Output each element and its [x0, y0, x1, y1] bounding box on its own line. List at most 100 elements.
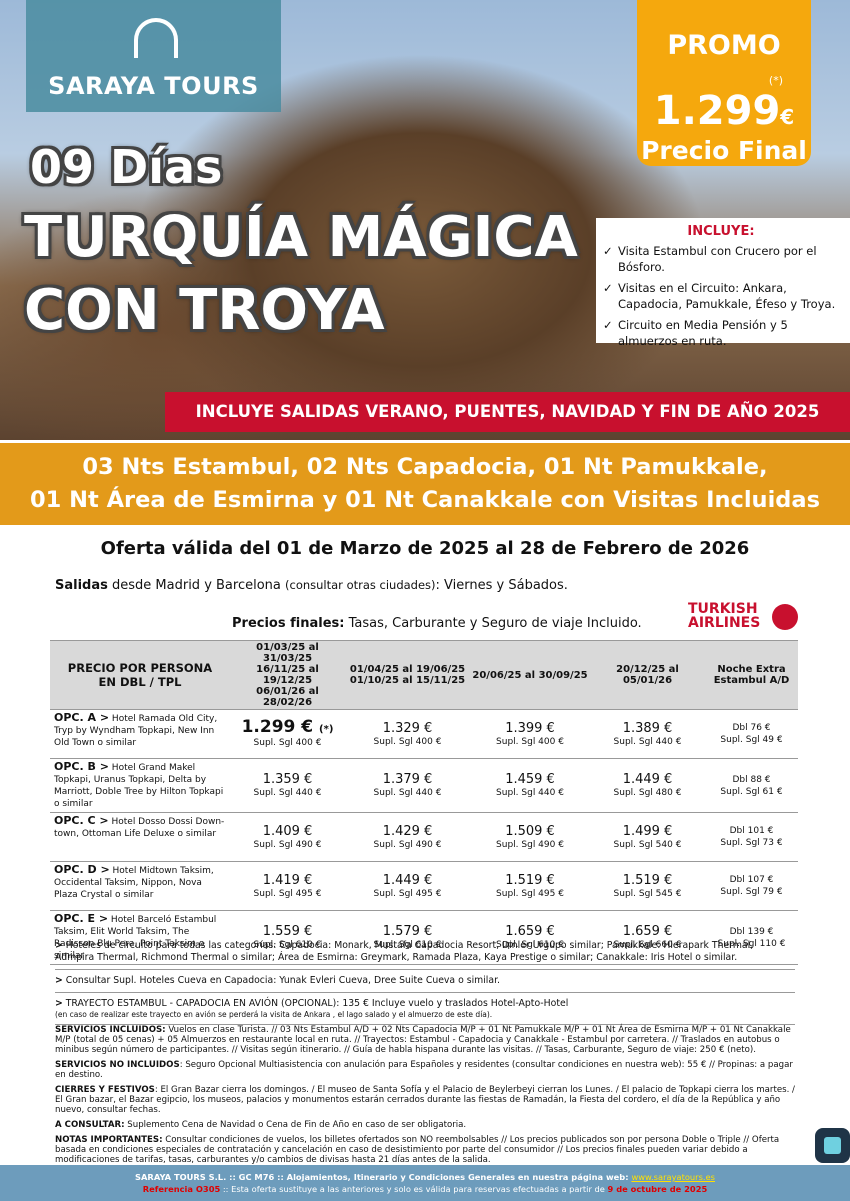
price-value: Dbl 107 € — [729, 875, 774, 885]
price-value: 1.519 € — [505, 872, 555, 888]
price-value: Dbl 139 € — [729, 926, 774, 937]
fine-print-text: Vuelos en clase Turista. // 03 Nts Estam… — [55, 1025, 791, 1055]
header-text: Noche Extra — [717, 664, 786, 675]
price-table: PRECIO POR PERSONA EN DBL / TPL 01/03/25 a… — [50, 640, 798, 965]
option-label: OPC. D > — [54, 863, 110, 876]
single-supplement: Supl. Sgl 610 € — [253, 940, 322, 950]
hotel-cell: OPC. C > Hotel Dosso Dossi Down-town, Ot… — [50, 812, 230, 862]
airline-emblem — [772, 604, 798, 630]
price-value: 1.359 € — [262, 772, 313, 787]
price-cell: 1.409 € Supl. Sgl 490 € — [230, 812, 345, 862]
single-supplement: Supl. Sgl 495 € — [496, 888, 564, 899]
price: 1.659 € — [471, 924, 589, 939]
fine-print-item: SERVICIOS NO INCLUIDOS: Seguro Opcional … — [55, 1060, 797, 1080]
promo-price: 1.299 — [653, 88, 781, 134]
single-supplement: Supl. Sgl 480 € — [613, 788, 682, 798]
price: 1.449 € — [591, 772, 704, 787]
fine-print-text: : Seguro Opcional Multiasistencia con an… — [55, 1060, 793, 1080]
price-cell: 1.509 € Supl. Sgl 490 € — [470, 812, 590, 862]
price-value: 1.519 € — [622, 872, 673, 888]
price-cell: Dbl 107 € Supl. Sgl 79 € — [705, 861, 798, 911]
table-row: OPC. C > Hotel Dosso Dossi Down-town, Ot… — [50, 812, 798, 862]
itinerary-line: 01 Nt Área de Esmirna y 01 Nt Canakkale … — [30, 487, 820, 513]
price-value: 1.449 € — [382, 872, 433, 888]
include-item: Circuito en Media Pensión y 5 almuerzos … — [600, 317, 842, 349]
table-row: OPC. E > Hotel Barceló Estambul Taksim, … — [50, 910, 798, 965]
include-item: Visitas en el Circuito: Ankara, Capadoci… — [600, 280, 842, 312]
header-cell: 20/12/25 al 05/01/26 — [590, 640, 705, 710]
promo-box: PROMO (*) 1.299€ Precio Final — [637, 0, 811, 166]
fine-print-item: NOTAS IMPORTANTES: Consultar condiciones… — [55, 1135, 797, 1165]
price-value: 1.389 € — [622, 720, 673, 736]
fine-print-label: A CONSULTAR: — [55, 1120, 125, 1130]
price-cell: Dbl 101 € Supl. Sgl 73 € — [705, 812, 798, 862]
chat-button[interactable] — [815, 1128, 850, 1163]
price-value: 1.379 € — [382, 772, 433, 787]
price: 1.559 € — [231, 924, 344, 939]
header-text: Estambul A/D — [713, 675, 790, 686]
hotel-cell: OPC. E > Hotel Barceló Estambul Taksim, … — [50, 910, 230, 965]
promo-currency: € — [780, 105, 795, 129]
price-value: 1.419 € — [262, 872, 313, 888]
single-supplement: Supl. Sgl 610 € — [373, 940, 442, 950]
price-value: 1.579 € — [382, 924, 433, 939]
single-supplement: Supl. Sgl 545 € — [613, 888, 682, 899]
price: 1.449 € — [346, 873, 469, 888]
price-cell: 1.449 € Supl. Sgl 480 € — [590, 758, 705, 813]
price-cell: 1.579 € Supl. Sgl 610 € — [345, 910, 470, 965]
extra-price: Dbl 76 € — [706, 722, 797, 734]
price-value: 1.449 € — [622, 772, 673, 787]
single-supplement: Supl. Sgl 61 € — [720, 786, 783, 797]
table-row: OPC. A > Hotel Ramada Old City, Tryp by … — [50, 709, 798, 759]
fine-print-item: CIERRES Y FESTIVOS: El Gran Bazar cierra… — [55, 1085, 797, 1115]
hotel-list: Hotel Ramada Old City, Tryp by Wyndham T… — [54, 714, 218, 748]
header-text: 01/04/25 al 19/06/25 — [349, 664, 466, 675]
footer-line: SARAYA TOURS S.L. :: GC M76 :: Alojamien… — [0, 1171, 850, 1183]
note-prefix: > — [55, 975, 63, 986]
offer-validity: Oferta válida del 01 de Marzo de 2025 al… — [100, 538, 750, 559]
hotel-list: Hotel Barceló Estambul Taksim, Elit Worl… — [54, 915, 217, 961]
option-label: OPC. E > — [54, 912, 109, 925]
fine-print-text: : El Gran Bazar cierra los domingos. / E… — [55, 1085, 795, 1115]
price-cell: 1.659 € Supl. Sgl 660 € — [590, 910, 705, 965]
single-supplement: Supl. Sgl 440 € — [253, 788, 322, 798]
table-header: PRECIO POR PERSONA EN DBL / TPL 01/03/25 a… — [50, 640, 798, 710]
departures-note: (consultar otras ciudades) — [285, 578, 436, 592]
price-cell: 1.389 € Supl. Sgl 440 € — [590, 709, 705, 759]
price-value: 1.329 € — [382, 720, 433, 736]
single-supplement: Supl. Sgl 400 € — [253, 737, 322, 748]
footer: SARAYA TOURS S.L. :: GC M76 :: Alojamien… — [0, 1165, 850, 1201]
single-supplement: Supl. Sgl 540 € — [613, 839, 682, 850]
extra-price: Dbl 107 € — [706, 874, 797, 886]
fine-print-text: Consultar condiciones de vuelos, los bil… — [55, 1135, 780, 1165]
price: 1.579 € — [346, 924, 469, 939]
fine-print-item: A CONSULTAR: Suplemento Cena de Navidad … — [55, 1120, 797, 1130]
header-cell: 01/03/25 al 31/03/25 16/11/25 al 19/12/25… — [230, 640, 345, 710]
price-cell: 1.359 € Supl. Sgl 440 € — [230, 758, 345, 813]
price: 1.519 € — [471, 873, 589, 888]
option-label: OPC. C > — [54, 814, 109, 827]
price-cell: 1.519 € Supl. Sgl 495 € — [470, 861, 590, 911]
fine-print-label: CIERRES Y FESTIVOS — [55, 1085, 155, 1095]
website-link[interactable]: www.sarayatours.es — [631, 1172, 715, 1182]
price: 1.519 € — [591, 873, 704, 888]
header-text: 01/10/25 al 15/11/25 — [349, 675, 466, 686]
header-cell: 20/06/25 al 30/09/25 — [470, 640, 590, 710]
single-supplement: Supl. Sgl 110 € — [717, 938, 786, 949]
single-supplement: Supl. Sgl 49 € — [720, 735, 783, 745]
notes: > Hoteles de circuito para todas las cat… — [55, 938, 795, 1028]
extra-price: Dbl 88 € — [706, 774, 797, 786]
departures-days: : Viernes y Sábados. — [435, 578, 568, 593]
prices-note-label: Precios finales: — [232, 616, 345, 631]
fine-print-text: Suplemento Cena de Navidad o Cena de Fin… — [124, 1120, 467, 1130]
itinerary: 03 Nts Estambul, 02 Nts Capadocia, 01 Nt… — [0, 443, 850, 525]
note-small: (en caso de realizar este trayecto en av… — [55, 1010, 493, 1019]
departures-label: Salidas — [55, 578, 108, 593]
price: 1.299 € (*) — [231, 718, 344, 737]
single-supplement: Supl. Sgl 490 € — [253, 839, 322, 850]
header-text: 20/06/25 al 30/09/25 — [472, 669, 588, 681]
promo-subtitle: Precio Final — [641, 136, 807, 165]
price-cell: 1.299 € (*) Supl. Sgl 400 € — [230, 709, 345, 759]
